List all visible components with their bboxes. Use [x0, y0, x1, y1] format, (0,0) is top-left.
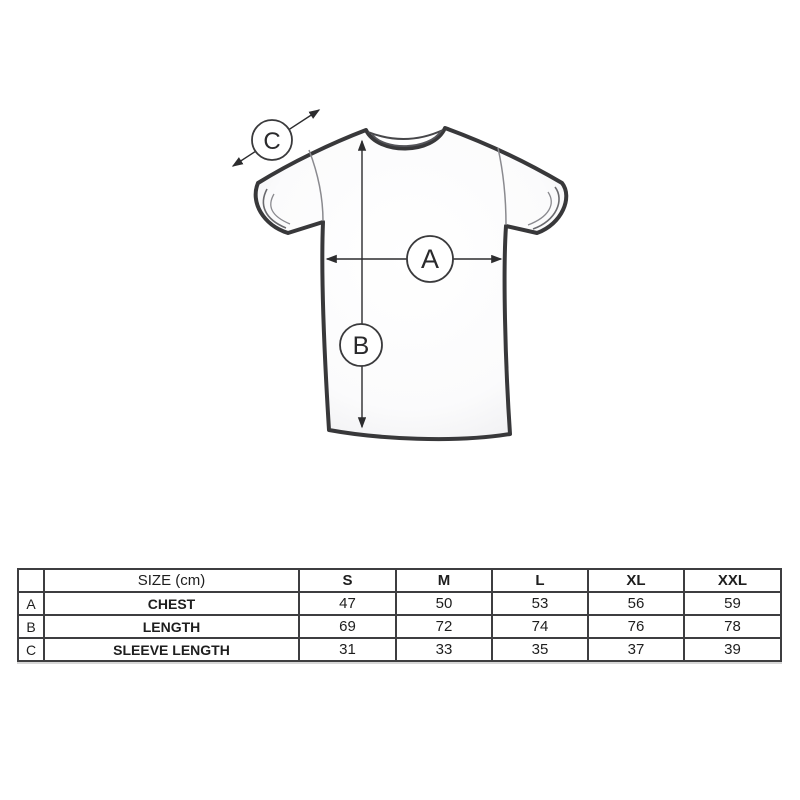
tshirt-diagram: A B C — [231, 109, 569, 442]
table-row-sleeve-length: C SLEEVE LENGTH 31 33 35 37 39 — [17, 637, 782, 662]
cell-sleeve-l: 35 — [491, 637, 589, 662]
cell-length-l: 74 — [491, 614, 589, 639]
size-header-cell: SIZE (cm) — [43, 568, 300, 593]
sleeve-badge — [251, 119, 293, 161]
col-header-xl: XL — [587, 568, 685, 593]
header-row: SIZE (cm) S M L XL XXL — [17, 568, 782, 593]
col-header-xxl: XXL — [683, 568, 782, 593]
size-table-container: SIZE (cm) S M L XL XXL A CHEST 47 50 53 … — [17, 568, 782, 662]
size-table: SIZE (cm) S M L XL XXL A CHEST 47 50 53 … — [17, 568, 782, 662]
right-cuff-inner-line — [527, 191, 552, 226]
cell-length-xl: 76 — [587, 614, 685, 639]
length-label: B — [353, 332, 370, 360]
row-key-b: B — [17, 614, 45, 639]
length-badge — [339, 323, 383, 367]
table-row-chest: A CHEST 47 50 53 56 59 — [17, 591, 782, 616]
collar-inner-line — [371, 130, 442, 147]
row-key-a: A — [17, 591, 45, 616]
col-header-l: L — [491, 568, 589, 593]
cell-length-xxl: 78 — [683, 614, 782, 639]
row-label-sleeve-length: SLEEVE LENGTH — [43, 637, 300, 662]
row-label-length: LENGTH — [43, 614, 300, 639]
collar-back-line — [367, 129, 444, 141]
chest-label: A — [421, 244, 439, 274]
cell-chest-s: 47 — [298, 591, 397, 616]
col-header-m: M — [395, 568, 493, 593]
cell-sleeve-xl: 37 — [587, 637, 685, 662]
chest-badge — [406, 235, 454, 283]
sleeve-label: C — [263, 128, 280, 155]
cell-sleeve-s: 31 — [298, 637, 397, 662]
corner-cell — [17, 568, 45, 593]
cell-chest-xl: 56 — [587, 591, 685, 616]
right-armhole-seam — [497, 147, 507, 226]
col-header-s: S — [298, 568, 397, 593]
cell-length-m: 72 — [395, 614, 493, 639]
tshirt-outline — [253, 126, 569, 442]
cell-sleeve-m: 33 — [395, 637, 493, 662]
right-cuff-line — [532, 186, 560, 230]
table-row-length: B LENGTH 69 72 74 76 78 — [17, 614, 782, 639]
left-cuff-line — [262, 188, 287, 229]
cell-chest-l: 53 — [491, 591, 589, 616]
cell-chest-m: 50 — [395, 591, 493, 616]
row-key-c: C — [17, 637, 45, 662]
row-label-chest: CHEST — [43, 591, 300, 616]
cell-sleeve-xxl: 39 — [683, 637, 782, 662]
cell-length-s: 69 — [298, 614, 397, 639]
cell-chest-xxl: 59 — [683, 591, 782, 616]
left-cuff-inner-line — [270, 193, 291, 225]
